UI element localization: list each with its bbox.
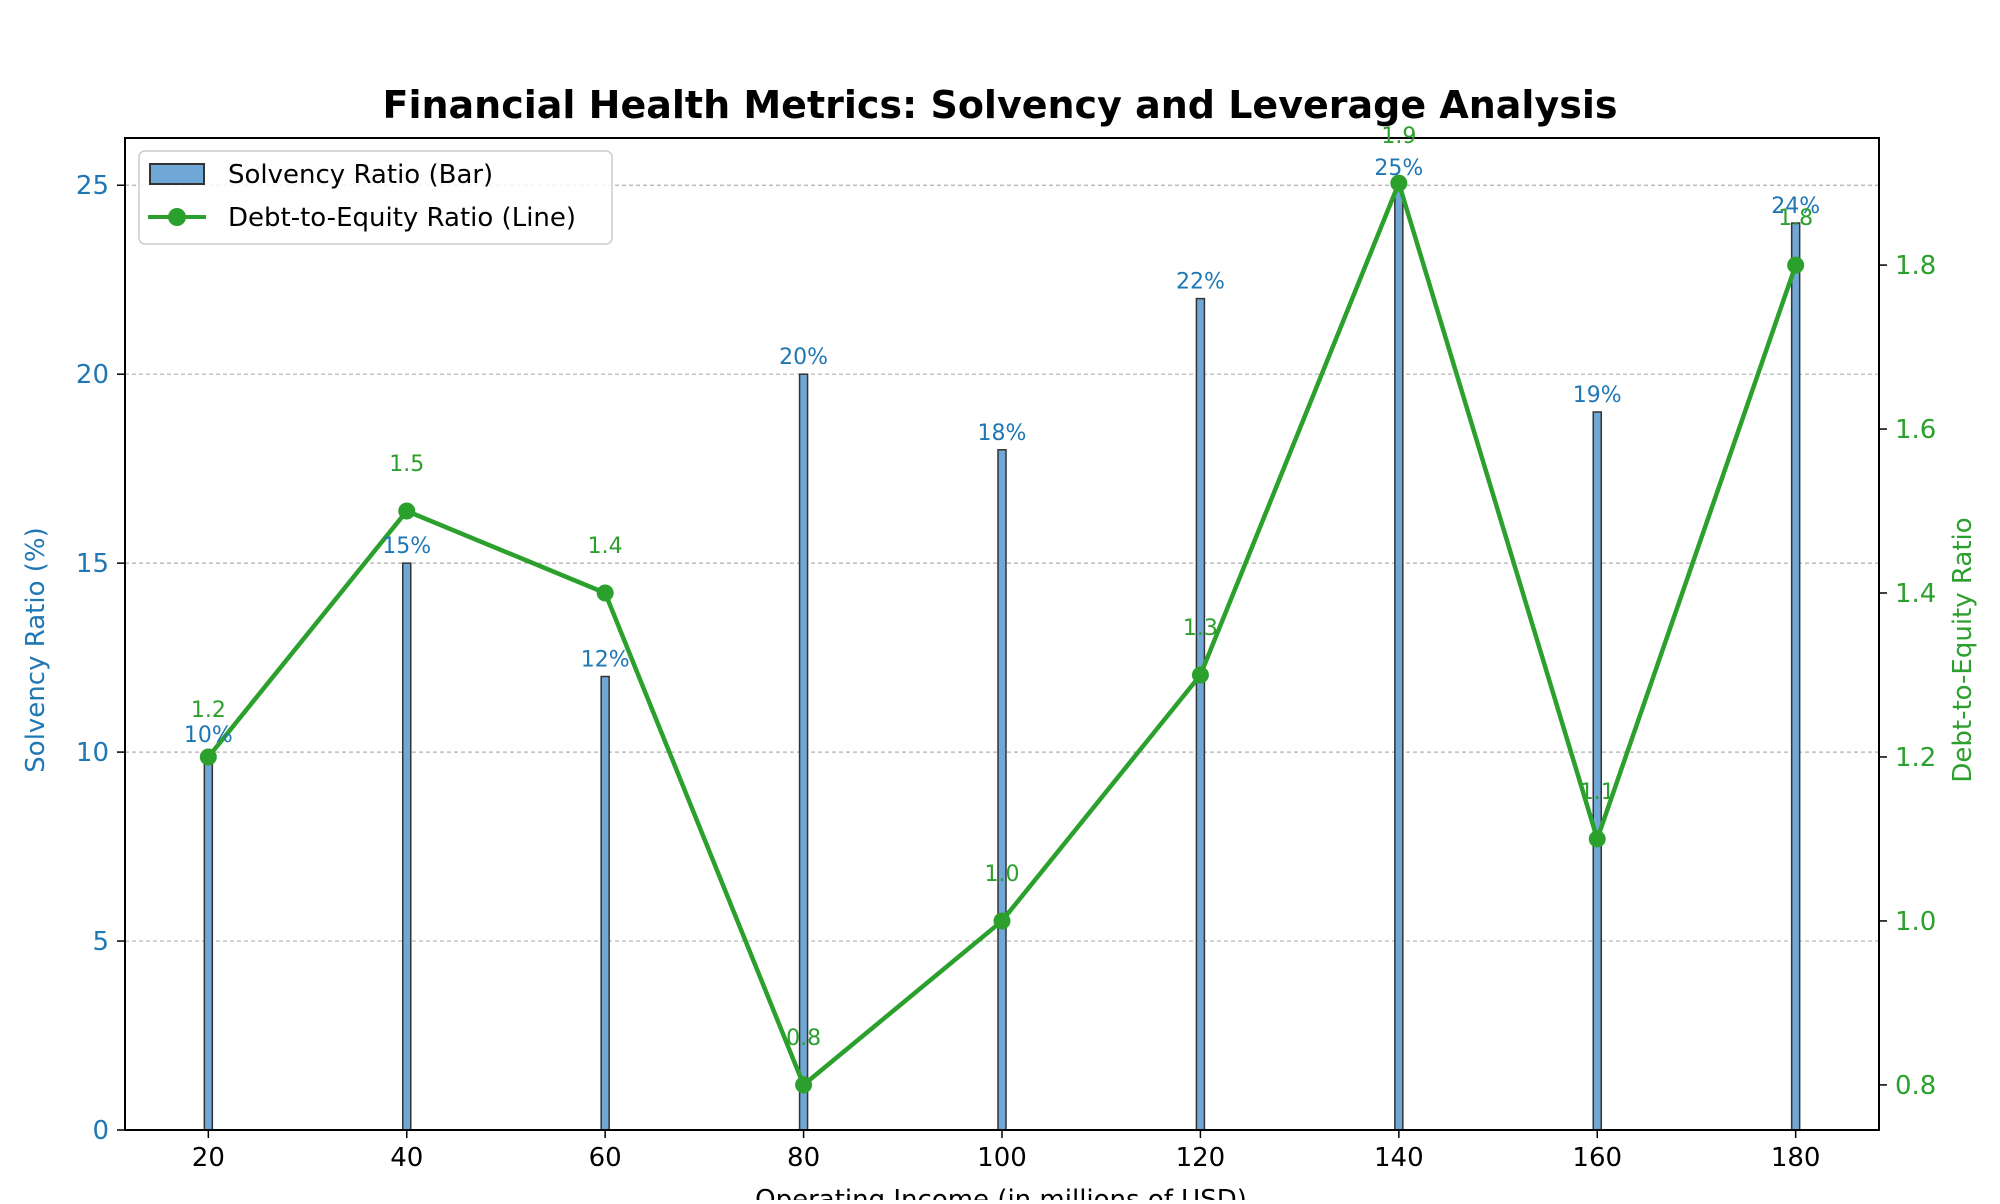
bar — [203, 751, 214, 1131]
y-right-tick-label: 0.8 — [1895, 1071, 1936, 1101]
bar — [997, 449, 1007, 1131]
line-point — [1390, 174, 1408, 192]
axes-layer: 20 40 60 80 100 120 140 160 180 0 5 10 15 20 25 0.8 1.0 1… — [76, 137, 1936, 1173]
bar — [402, 562, 412, 1131]
y-right-tick-label: 1.6 — [1895, 415, 1936, 445]
x-tick-label: 20 — [192, 1143, 225, 1173]
line-data-label: 0.8 — [786, 1026, 821, 1051]
y-left-tick-label: 10 — [76, 738, 109, 768]
x-tick-label: 180 — [1771, 1143, 1821, 1173]
x-tick-label: 100 — [977, 1143, 1027, 1173]
y-left-tick-label: 25 — [76, 171, 109, 201]
line-point — [795, 1076, 813, 1094]
y-right-tick-label: 1.0 — [1895, 907, 1936, 937]
y-right-tick-label: 1.4 — [1895, 579, 1936, 609]
line-data-label: 1.5 — [389, 452, 424, 477]
line-point — [1787, 256, 1805, 274]
x-tick-label: 140 — [1374, 1143, 1424, 1173]
y-left-axis-label: Solvency Ratio (%) — [21, 527, 51, 772]
y-left-tick-label: 5 — [92, 927, 109, 957]
line-point — [398, 502, 416, 520]
legend-frame — [138, 150, 613, 245]
bar-data-label: 20% — [779, 345, 828, 370]
bar-data-label: 25% — [1374, 156, 1423, 181]
bar — [1790, 222, 1801, 1131]
line-data-label: 1.3 — [1183, 616, 1218, 641]
y-right-tick-label: 1.2 — [1895, 743, 1936, 773]
y-left-tick-label: 0 — [92, 1116, 109, 1146]
x-tick-label: 40 — [390, 1143, 423, 1173]
legend-bar-label: Solvency Ratio (Bar) — [228, 160, 493, 190]
bar — [798, 373, 809, 1131]
bar — [1195, 297, 1206, 1131]
bar-data-label: 15% — [382, 534, 431, 559]
bar-data-label: 18% — [978, 421, 1027, 446]
legend-line-marker — [168, 208, 186, 226]
bar-layer — [203, 184, 1801, 1131]
line-point — [993, 912, 1011, 930]
x-axis-label: Operating Income (in millions of USD) — [755, 1185, 1247, 1200]
bar-data-label: 24% — [1771, 194, 1820, 219]
legend-line-label: Debt-to-Equity Ratio (Line) — [228, 203, 576, 233]
bar — [600, 675, 610, 1131]
bar — [1592, 411, 1602, 1131]
x-tick-label: 60 — [589, 1143, 622, 1173]
label-layer: 10% 15% 12% 20% 18% 22% 25% 19% 24% 1.2 1.5 1.4 0.8 1… — [184, 124, 1820, 1051]
bar-data-label: 19% — [1573, 383, 1622, 408]
chart-title: Financial Health Metrics: Solvency and L… — [383, 83, 1618, 127]
line-data-label: 1.1 — [1580, 780, 1615, 805]
bar — [1394, 184, 1404, 1131]
line-point — [1191, 666, 1209, 684]
x-tick-label: 120 — [1176, 1143, 1226, 1173]
bar-data-label: 10% — [184, 723, 233, 748]
bar-data-label: 22% — [1176, 270, 1225, 295]
y-right-tick-label: 1.8 — [1895, 251, 1936, 281]
y-left-tick-label: 15 — [76, 549, 109, 579]
line-layer — [199, 174, 1805, 1094]
y-left-tick-label: 20 — [76, 360, 109, 390]
line-data-label: 1.9 — [1381, 124, 1416, 149]
y-right-axis-label: Debt-to-Equity Ratio — [1948, 517, 1978, 782]
bar-data-label: 12% — [581, 648, 630, 673]
x-tick-label: 160 — [1572, 1143, 1622, 1173]
line-data-label: 1.0 — [985, 862, 1020, 887]
line-point — [199, 748, 217, 766]
x-tick-label: 80 — [787, 1143, 820, 1173]
line-point — [596, 584, 614, 602]
line-data-label: 1.2 — [191, 698, 226, 723]
line-point — [1588, 830, 1606, 848]
line-data-label: 1.4 — [588, 534, 623, 559]
legend-bar-swatch — [149, 163, 205, 185]
legend: Solvency Ratio (Bar) Debt-to-Equity Rati… — [138, 150, 613, 245]
line-data-label: 1.8 — [1778, 206, 1813, 231]
